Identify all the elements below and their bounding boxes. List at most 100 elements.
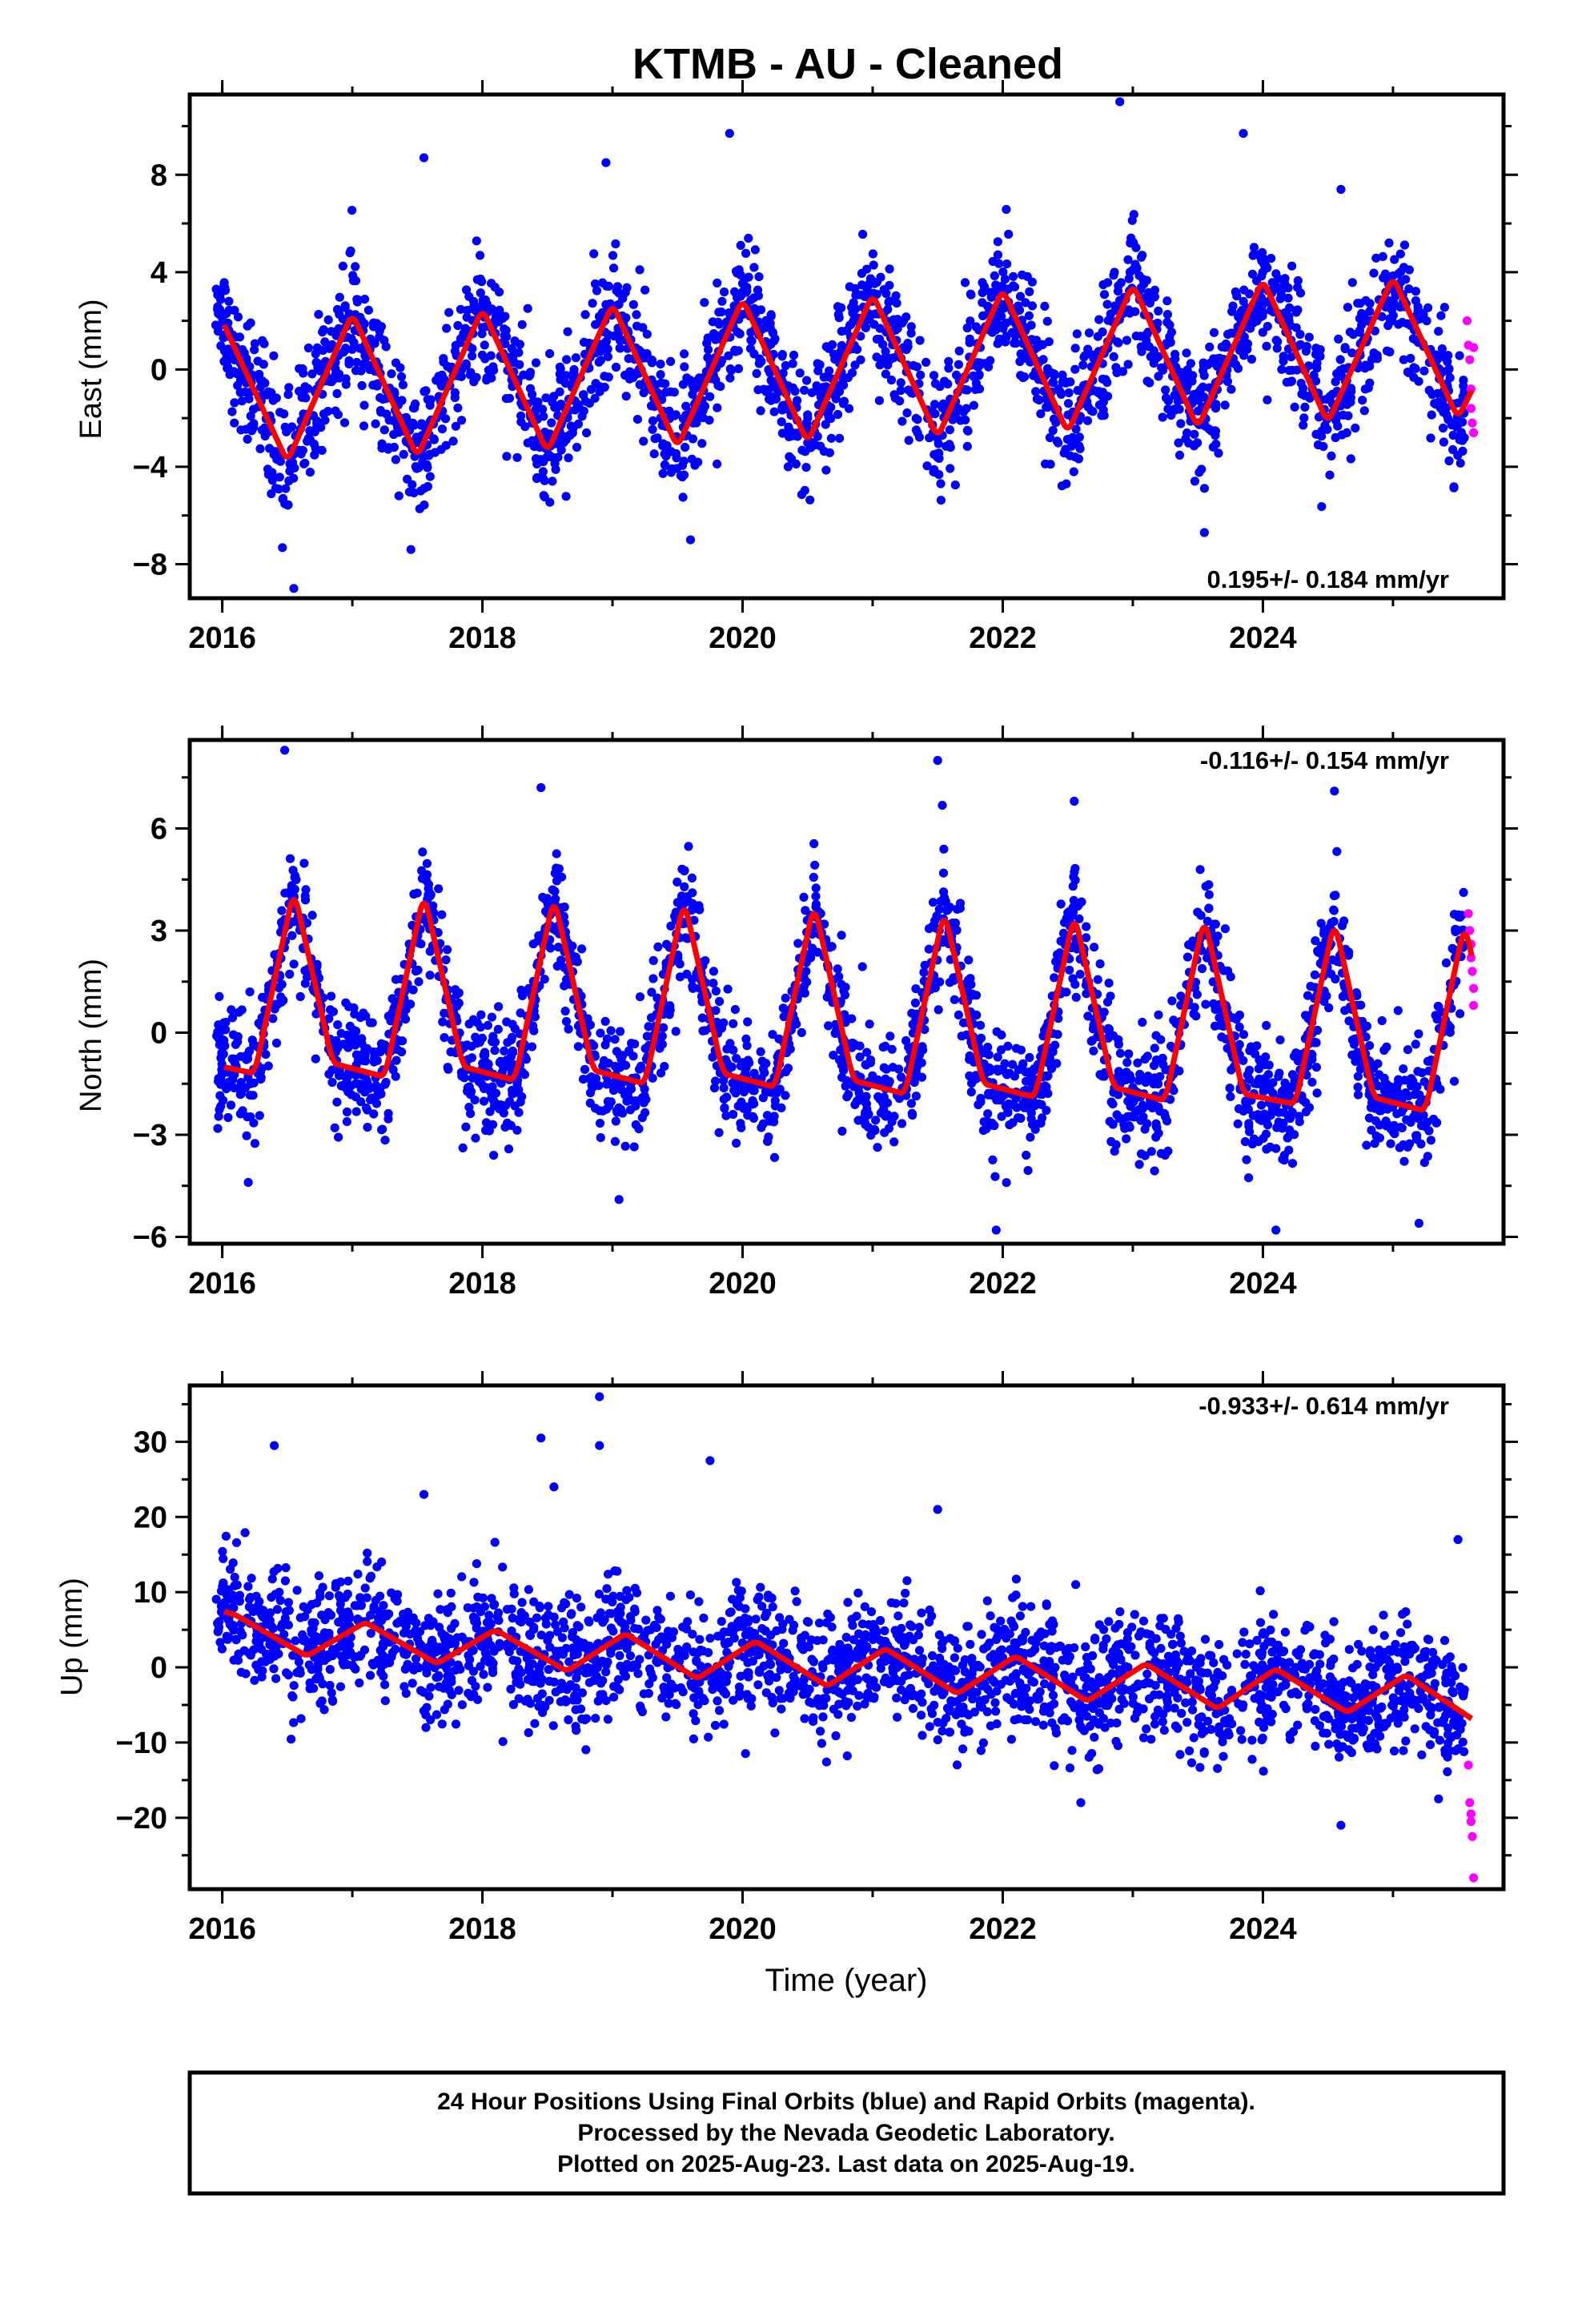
final-orbit-point [611,362,621,372]
final-orbit-point [801,906,810,915]
final-orbit-point [1365,361,1375,371]
final-orbit-point [602,1034,612,1043]
final-orbit-point [847,1014,857,1023]
final-orbit-point [363,305,373,315]
final-orbit-point [295,991,305,1002]
final-orbit-point [1150,285,1160,295]
final-orbit-point [1261,1052,1271,1062]
final-orbit-point [1122,336,1131,345]
final-orbit-point [938,868,949,878]
final-orbit-point [224,305,234,315]
final-orbit-point [1295,1117,1304,1127]
final-orbit-point [600,1016,610,1026]
final-orbit-point [1099,1007,1109,1017]
final-orbit-point [351,1107,361,1116]
final-orbit-point [1207,426,1216,436]
final-orbit-point [346,246,355,255]
final-orbit-point [1182,348,1191,358]
final-orbit-point [376,322,386,332]
x-tick-label: 2024 [1229,621,1297,655]
final-orbit-outlier [1199,528,1209,537]
final-orbit-point [1114,1039,1123,1049]
final-orbit-point [1355,326,1364,336]
final-orbit-point [950,919,961,928]
final-orbit-point [246,1079,255,1088]
final-orbit-point [1437,344,1447,354]
final-orbit-point [769,407,779,416]
final-orbit-point [391,358,401,368]
final-orbit-point [1162,310,1172,320]
final-orbit-point [1439,437,1448,447]
final-orbit-point [289,959,299,969]
final-orbit-point [1196,911,1206,920]
final-orbit-point [352,357,362,368]
final-orbit-point [246,411,255,421]
final-orbit-point [1084,328,1094,338]
final-orbit-point [899,316,909,325]
final-orbit-point [723,984,733,994]
final-orbit-point [777,428,788,438]
final-orbit-point [305,468,315,477]
final-orbit-point [1285,1125,1295,1135]
final-orbit-point [809,838,819,849]
final-orbit-point [865,1019,874,1029]
final-orbit-point [1335,355,1345,364]
final-orbit-point [1283,293,1293,303]
final-orbit-point [299,459,309,468]
final-orbit-point [623,1092,632,1102]
final-orbit-point [1426,433,1435,443]
final-orbit-point [1219,966,1229,975]
final-orbit-point [227,407,237,416]
final-orbit-point [1083,1011,1093,1021]
final-orbit-point [938,403,947,412]
final-orbit-point [1060,918,1070,927]
final-orbit-point [243,434,252,444]
final-orbit-point [943,379,953,389]
final-orbit-point [775,1084,785,1094]
final-orbit-point [741,248,751,258]
final-orbit-point [873,1092,883,1102]
final-orbit-point [621,1060,631,1070]
final-orbit-point [621,392,631,401]
final-orbit-point [606,1026,616,1035]
chart-title: KTMB - AU - Cleaned [632,40,1063,88]
final-orbit-point [323,315,333,324]
rate-label-north: -0.116+/- 0.154 mm/yr [1200,746,1449,774]
final-orbit-point [1277,364,1287,374]
final-orbit-point [1331,377,1340,387]
final-orbit-point [577,412,587,421]
final-orbit-point [1256,1100,1267,1110]
final-orbit-point [370,339,379,348]
final-orbit-point [642,329,652,339]
final-orbit-point [1046,460,1055,469]
final-orbit-point [499,1108,509,1118]
final-orbit-point [603,1096,613,1107]
final-orbit-point [594,357,604,367]
final-orbit-point [837,303,846,312]
final-orbit-point [1320,420,1330,430]
final-orbit-point [1015,292,1026,301]
final-orbit-point [799,892,809,902]
final-orbit-point [1053,1030,1062,1039]
final-orbit-point [1124,1049,1134,1059]
final-orbit-point [1395,1143,1404,1152]
final-orbit-point [311,1054,320,1063]
final-orbit-point [635,265,644,275]
final-orbit-point [227,1005,236,1015]
final-orbit-point [346,1081,355,1091]
final-orbit-point [450,392,460,403]
final-orbit-point [881,347,890,356]
final-orbit-point [268,396,278,405]
final-orbit-point [249,1118,259,1128]
final-orbit-point [1247,269,1258,279]
final-orbit-point [1209,328,1219,337]
final-orbit-point [334,1132,343,1142]
final-orbit-point [278,493,288,504]
final-orbit-point [303,384,313,393]
final-orbit-point [778,1003,788,1013]
final-orbit-point [443,945,452,955]
final-orbit-point [1227,328,1236,338]
final-orbit-point [992,1027,1002,1036]
final-orbit-point [1070,979,1080,989]
final-orbit-point [495,287,504,297]
